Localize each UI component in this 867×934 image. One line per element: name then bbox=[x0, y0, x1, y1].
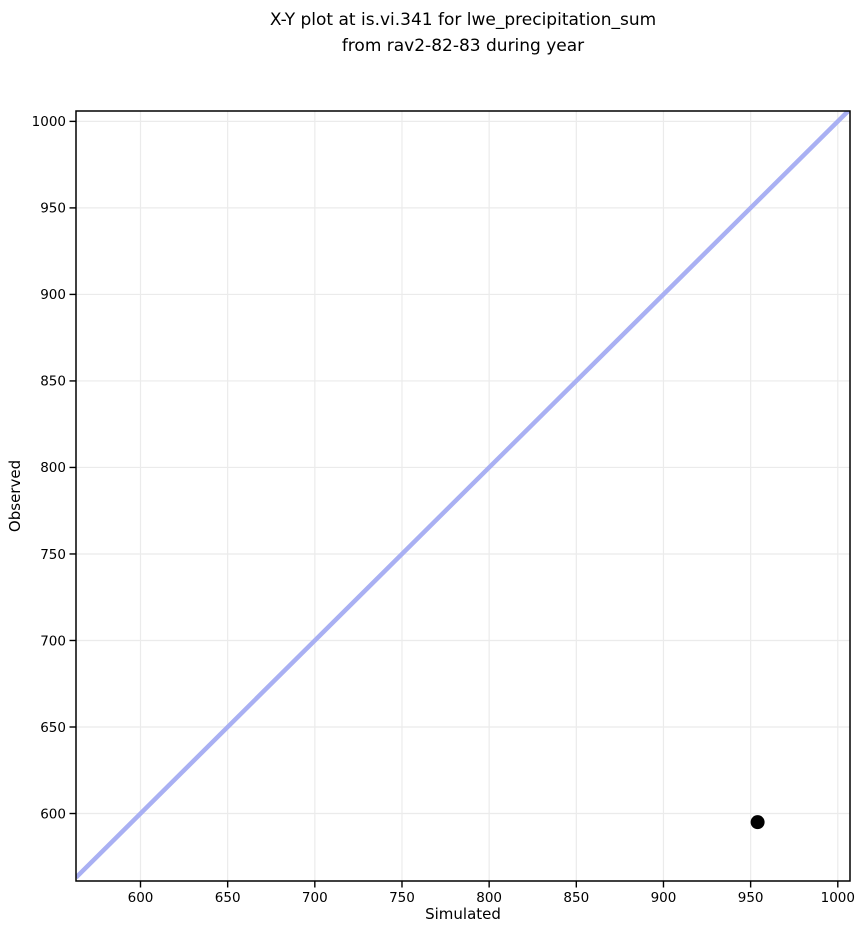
x-tick-label: 650 bbox=[215, 890, 241, 906]
x-tick-label: 700 bbox=[302, 890, 328, 906]
y-tick-label: 850 bbox=[40, 374, 66, 390]
gridlines bbox=[76, 111, 850, 881]
chart-title: X-Y plot at is.vi.341 for lwe_precipitat… bbox=[76, 8, 850, 59]
axes-layer: 600 650 700 750 800 850 900 950 1000 600 650 700 750… bbox=[32, 110, 855, 906]
chart-title-line-2: from rav2-82-83 during year bbox=[341, 35, 585, 56]
x-tick-label: 850 bbox=[563, 890, 589, 906]
y-tick-label: 700 bbox=[40, 633, 66, 649]
x-tick-label: 800 bbox=[476, 890, 502, 906]
y-tick-label: 800 bbox=[40, 460, 66, 476]
x-tick-label: 900 bbox=[651, 890, 677, 906]
identity-line bbox=[76, 111, 850, 880]
x-tick-label: 1000 bbox=[821, 890, 855, 906]
y-tick-label: 650 bbox=[40, 720, 66, 736]
x-axis-label: Simulated bbox=[425, 905, 501, 923]
data-point bbox=[750, 815, 765, 830]
x-tick-label: 750 bbox=[389, 890, 415, 906]
x-tick-label: 600 bbox=[128, 890, 154, 906]
y-tick-label: 1000 bbox=[32, 114, 66, 130]
chart-title-line-1: X-Y plot at is.vi.341 for lwe_precipitat… bbox=[269, 10, 657, 30]
plot-border bbox=[75, 110, 851, 882]
y-tick-label: 750 bbox=[40, 547, 66, 563]
y-tick-label: 600 bbox=[40, 806, 66, 822]
y-tick-label: 950 bbox=[40, 201, 66, 217]
series-layer bbox=[76, 111, 850, 880]
x-tick-label: 950 bbox=[738, 890, 764, 906]
y-tick-label: 900 bbox=[40, 287, 66, 303]
y-axis-label: Observed bbox=[6, 460, 24, 532]
